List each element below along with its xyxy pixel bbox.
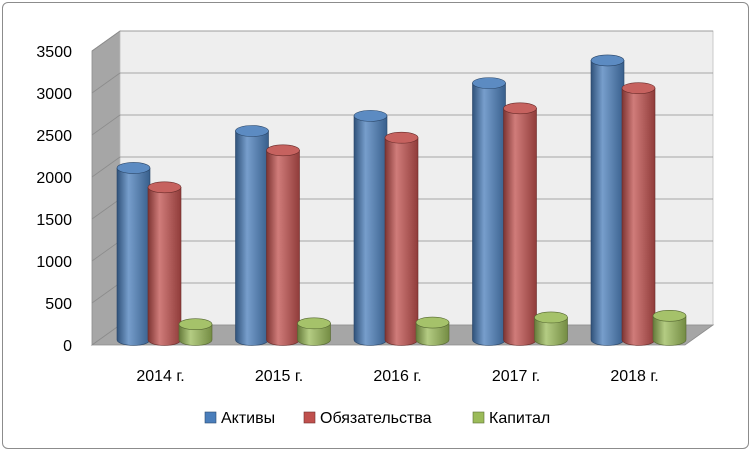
legend-label-obyazatelstva: Обязательства — [320, 410, 432, 427]
bar-top — [353, 110, 388, 122]
x-axis-ticks: 2014 г. 2015 г. 2016 г. 2017 г. 2018 г. — [136, 368, 658, 385]
bar-top — [503, 102, 537, 115]
y-tick-label: 3500 — [36, 44, 72, 61]
x-tick-label: 2017 г. — [492, 368, 540, 385]
y-tick-label: 2000 — [36, 170, 72, 187]
bar — [235, 125, 269, 346]
gridline-side — [91, 198, 121, 220]
bar-body — [415, 322, 450, 346]
bar-body — [590, 60, 625, 346]
bar — [266, 144, 300, 346]
legend: Активы Обязательства Капитал — [204, 410, 550, 427]
bar-top — [147, 181, 182, 194]
gridline-side — [91, 156, 121, 178]
bar-body — [534, 317, 568, 346]
y-tick-label: 500 — [45, 296, 72, 313]
bar-top — [621, 82, 656, 94]
legend-swatch-aktivy — [204, 411, 217, 424]
bar-top — [652, 309, 687, 322]
y-tick-label: 1000 — [36, 254, 72, 271]
bar — [147, 181, 182, 346]
legend-swatch-obyazatelstva — [303, 411, 316, 424]
bar — [503, 102, 537, 346]
bar-body — [266, 150, 300, 346]
bar-body — [621, 87, 656, 346]
y-tick-label: 1500 — [36, 212, 72, 229]
legend-swatch-kapital — [472, 411, 485, 424]
y-tick-label: 0 — [63, 338, 72, 355]
bar — [116, 162, 151, 346]
bar-top — [590, 54, 625, 67]
legend-label-kapital: Капитал — [489, 410, 550, 427]
bar-top — [384, 131, 419, 144]
x-tick-label: 2018 г. — [610, 368, 658, 385]
bar — [353, 110, 388, 346]
bar — [621, 82, 656, 346]
y-tick-label: 3000 — [36, 86, 72, 103]
bar-body — [147, 186, 182, 346]
bar-body — [472, 82, 506, 346]
y-axis-ticks: 0 500 1000 1500 2000 2500 3000 3500 — [36, 44, 72, 355]
bar-body — [503, 108, 537, 346]
bar-top — [116, 162, 151, 174]
bar-body — [384, 137, 419, 346]
gridline-side — [91, 72, 121, 94]
legend-label-aktivy: Активы — [221, 410, 275, 427]
bars — [116, 54, 687, 346]
x-tick-label: 2014 г. — [136, 368, 184, 385]
bar-body — [178, 323, 213, 346]
bar-top — [266, 144, 300, 157]
bar — [472, 77, 506, 346]
bar — [652, 309, 687, 346]
bar-body — [652, 315, 687, 346]
bar — [415, 316, 450, 346]
bar-top — [297, 317, 331, 330]
x-tick-label: 2016 г. — [373, 368, 421, 385]
gridline-side — [91, 240, 121, 262]
bar-top — [415, 316, 450, 329]
bar-body — [353, 115, 388, 346]
bar-top — [178, 318, 213, 331]
bar — [590, 54, 625, 346]
bar — [178, 318, 213, 346]
bar — [384, 131, 419, 346]
y-tick-label: 2500 — [36, 128, 72, 145]
bar-body — [116, 167, 151, 346]
bar-body — [235, 130, 269, 346]
bar-top — [534, 311, 568, 324]
x-tick-label: 2015 г. — [255, 368, 303, 385]
bar — [297, 317, 331, 346]
bar — [534, 311, 568, 346]
bar-top — [472, 77, 506, 89]
gridline-side — [91, 282, 121, 304]
gridline-side — [91, 30, 121, 52]
gridline-side — [91, 114, 121, 136]
side-wall — [91, 30, 121, 346]
bar-top — [235, 125, 269, 137]
bar-body — [297, 323, 331, 346]
